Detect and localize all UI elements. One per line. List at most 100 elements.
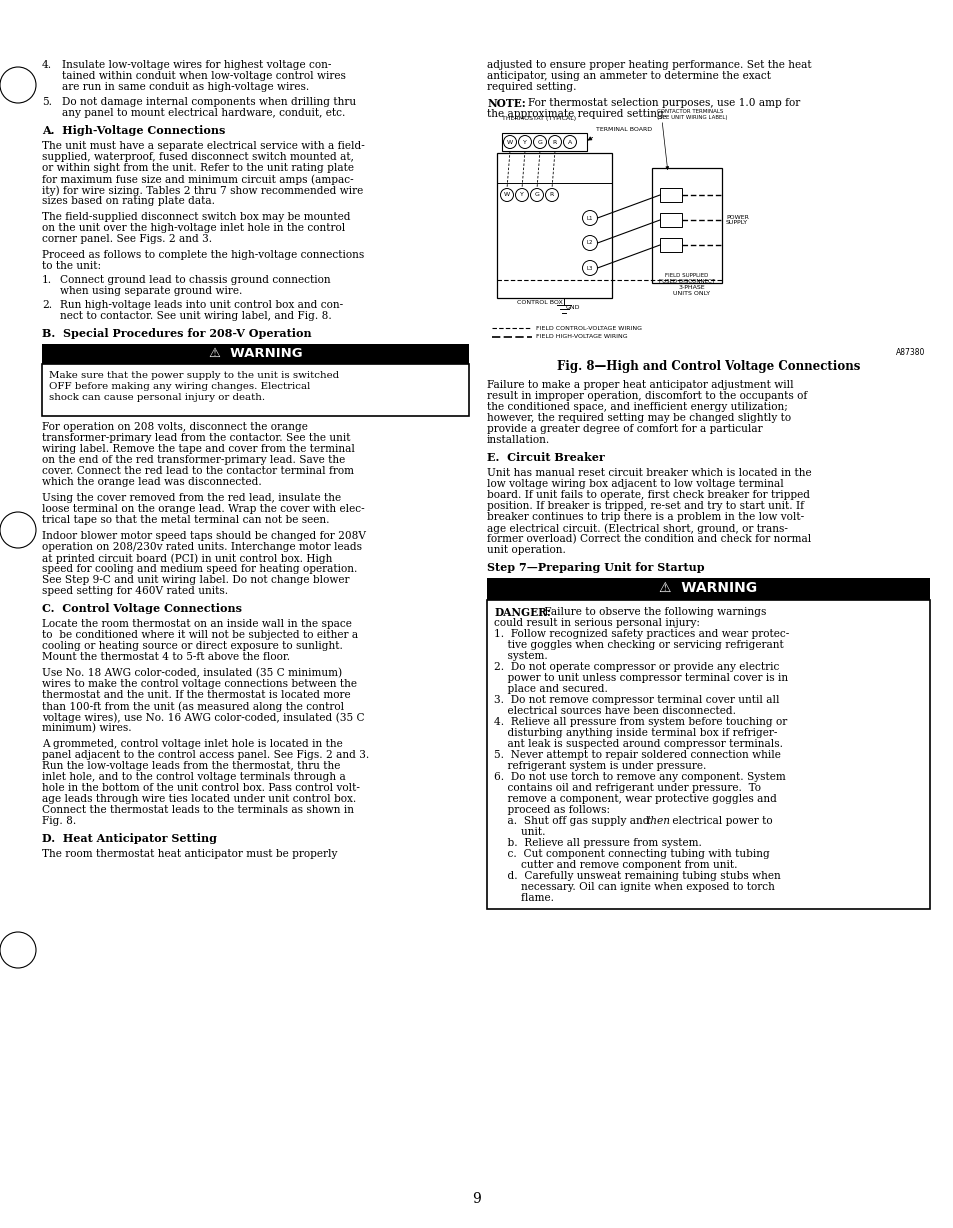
Text: Run the low-voltage leads from the thermostat, thru the: Run the low-voltage leads from the therm…: [42, 761, 340, 771]
Text: G: G: [534, 193, 538, 198]
Circle shape: [503, 135, 516, 149]
Text: however, the required setting may be changed slightly to: however, the required setting may be cha…: [486, 413, 790, 422]
Text: hole in the bottom of the unit control box. Pass control volt-: hole in the bottom of the unit control b…: [42, 783, 359, 793]
Text: are run in same conduit as high-voltage wires.: are run in same conduit as high-voltage …: [62, 82, 309, 92]
Text: proceed as follows:: proceed as follows:: [494, 806, 610, 815]
Text: power to unit unless compressor terminal cover is in: power to unit unless compressor terminal…: [494, 673, 787, 683]
Text: E.  Circuit Breaker: E. Circuit Breaker: [486, 452, 604, 463]
Bar: [659, 238, 681, 252]
Circle shape: [548, 135, 561, 149]
Text: Y: Y: [522, 140, 526, 145]
Circle shape: [530, 189, 543, 201]
Text: L3: L3: [586, 265, 593, 270]
Text: trical tape so that the metal terminal can not be seen.: trical tape so that the metal terminal c…: [42, 515, 329, 526]
Text: 5.  Never attempt to repair soldered connection while: 5. Never attempt to repair soldered conn…: [494, 750, 781, 760]
Text: For operation on 208 volts, disconnect the orange: For operation on 208 volts, disconnect t…: [42, 422, 308, 432]
Text: b.  Relieve all pressure from system.: b. Relieve all pressure from system.: [494, 837, 701, 849]
Bar: [659, 212, 681, 227]
Circle shape: [582, 210, 597, 226]
Text: D.  Heat Anticipator Setting: D. Heat Anticipator Setting: [42, 833, 216, 844]
Text: panel adjacent to the control access panel. See Figs. 2 and 3.: panel adjacent to the control access pan…: [42, 750, 369, 760]
Bar: [42, 363, 469, 416]
Text: age leads through wire ties located under unit control box.: age leads through wire ties located unde…: [42, 795, 355, 804]
Text: C.  Control Voltage Connections: C. Control Voltage Connections: [42, 603, 242, 614]
Circle shape: [563, 135, 576, 149]
Text: 2.  Do not operate compressor or provide any electric: 2. Do not operate compressor or provide …: [494, 662, 779, 672]
Text: FIELD CONTROL-VOLTAGE WIRING: FIELD CONTROL-VOLTAGE WIRING: [536, 325, 641, 330]
Text: tained within conduit when low-voltage control wires: tained within conduit when low-voltage c…: [62, 71, 346, 81]
Text: minimum) wires.: minimum) wires.: [42, 723, 132, 733]
Text: age electrical circuit. (Electrical short, ground, or trans-: age electrical circuit. (Electrical shor…: [486, 523, 787, 533]
Text: ⚠  WARNING: ⚠ WARNING: [209, 348, 302, 360]
Text: GND: GND: [565, 305, 579, 309]
Text: refrigerant system is under pressure.: refrigerant system is under pressure.: [494, 761, 705, 771]
Text: 5.: 5.: [42, 97, 52, 107]
Text: inlet hole, and to the control voltage terminals through a: inlet hole, and to the control voltage t…: [42, 772, 345, 782]
Text: remove a component, wear protective goggles and: remove a component, wear protective gogg…: [494, 795, 776, 804]
Text: CONTROL BOX: CONTROL BOX: [517, 300, 561, 305]
Text: could result in serious personal injury:: could result in serious personal injury:: [494, 618, 700, 628]
Text: 3.  Do not remove compressor terminal cover until all: 3. Do not remove compressor terminal cov…: [494, 695, 779, 705]
Text: place and secured.: place and secured.: [494, 684, 607, 694]
Text: DANGER:: DANGER:: [494, 607, 550, 618]
Text: Use No. 18 AWG color-coded, insulated (35 C minimum): Use No. 18 AWG color-coded, insulated (3…: [42, 668, 342, 678]
Text: shock can cause personal injury or death.: shock can cause personal injury or death…: [49, 393, 265, 402]
Text: the conditioned space, and inefficient energy utilization;: the conditioned space, and inefficient e…: [486, 402, 787, 413]
Text: electrical power to: electrical power to: [668, 815, 772, 826]
Text: result in improper operation, discomfort to the occupants of: result in improper operation, discomfort…: [486, 391, 806, 402]
Text: to  be conditioned where it will not be subjected to either a: to be conditioned where it will not be s…: [42, 630, 357, 640]
Text: 3-PHASE
UNITS ONLY: 3-PHASE UNITS ONLY: [673, 285, 710, 296]
Text: W: W: [503, 193, 510, 198]
Text: For thermostat selection purposes, use 1.0 amp for: For thermostat selection purposes, use 1…: [527, 98, 800, 108]
Text: position. If breaker is tripped, re-set and try to start unit. If: position. If breaker is tripped, re-set …: [486, 501, 803, 511]
Circle shape: [582, 260, 597, 275]
Text: Connect the thermostat leads to the terminals as shown in: Connect the thermostat leads to the term…: [42, 806, 354, 815]
Text: unit.: unit.: [494, 826, 545, 837]
Text: breaker continues to trip there is a problem in the low volt-: breaker continues to trip there is a pro…: [486, 512, 803, 522]
Circle shape: [500, 189, 513, 201]
Text: unit operation.: unit operation.: [486, 545, 565, 555]
Bar: [659, 188, 681, 201]
Text: Insulate low-voltage wires for highest voltage con-: Insulate low-voltage wires for highest v…: [62, 60, 331, 70]
Text: necessary. Oil can ignite when exposed to torch: necessary. Oil can ignite when exposed t…: [494, 882, 774, 892]
Text: the approximate required setting.: the approximate required setting.: [486, 109, 666, 119]
Text: then: then: [645, 815, 669, 826]
Text: when using separate ground wire.: when using separate ground wire.: [60, 286, 242, 296]
Text: Mount the thermostat 4 to 5-ft above the floor.: Mount the thermostat 4 to 5-ft above the…: [42, 652, 290, 662]
Text: system.: system.: [494, 651, 547, 661]
Text: anticipator, using an ammeter to determine the exact: anticipator, using an ammeter to determi…: [486, 71, 770, 81]
Text: for maximum fuse size and minimum circuit amps (ampac-: for maximum fuse size and minimum circui…: [42, 174, 354, 184]
Text: required setting.: required setting.: [486, 82, 576, 92]
Text: 6.  Do not use torch to remove any component. System: 6. Do not use torch to remove any compon…: [494, 772, 785, 782]
Text: Connect ground lead to chassis ground connection: Connect ground lead to chassis ground co…: [60, 275, 331, 285]
Text: See Step 9-C and unit wiring label. Do not change blower: See Step 9-C and unit wiring label. Do n…: [42, 575, 349, 585]
Text: 4.  Relieve all pressure from system before touching or: 4. Relieve all pressure from system befo…: [494, 717, 786, 727]
Text: c.  Cut component connecting tubing with tubing: c. Cut component connecting tubing with …: [494, 849, 769, 860]
Text: on the unit over the high-voltage inlet hole in the control: on the unit over the high-voltage inlet …: [42, 223, 345, 233]
Text: tive goggles when checking or servicing refrigerant: tive goggles when checking or servicing …: [494, 640, 783, 650]
Text: ant leak is suspected around compressor terminals.: ant leak is suspected around compressor …: [494, 739, 782, 749]
Text: nect to contactor. See unit wiring label, and Fig. 8.: nect to contactor. See unit wiring label…: [60, 311, 332, 321]
Text: corner panel. See Figs. 2 and 3.: corner panel. See Figs. 2 and 3.: [42, 235, 212, 244]
Text: wires to make the control voltage connections between the: wires to make the control voltage connec…: [42, 679, 356, 689]
Text: transformer-primary lead from the contactor. See the unit: transformer-primary lead from the contac…: [42, 433, 350, 443]
Text: A.  High-Voltage Connections: A. High-Voltage Connections: [42, 125, 225, 136]
Bar: [486, 600, 929, 909]
Text: or within sight from the unit. Refer to the unit rating plate: or within sight from the unit. Refer to …: [42, 163, 354, 173]
Text: 4.: 4.: [42, 60, 52, 70]
Text: Using the cover removed from the red lead, insulate the: Using the cover removed from the red lea…: [42, 492, 341, 503]
Text: thermostat and the unit. If the thermostat is located more: thermostat and the unit. If the thermost…: [42, 690, 351, 700]
Text: The field-supplied disconnect switch box may be mounted: The field-supplied disconnect switch box…: [42, 212, 350, 222]
Text: The room thermostat heat anticipator must be properly: The room thermostat heat anticipator mus…: [42, 849, 337, 860]
Text: 1.  Follow recognized safety practices and wear protec-: 1. Follow recognized safety practices an…: [494, 629, 788, 639]
Text: Fig. 8—High and Control Voltage Connections: Fig. 8—High and Control Voltage Connecti…: [557, 360, 860, 373]
Text: ⚠  WARNING: ⚠ WARNING: [659, 581, 757, 596]
Circle shape: [582, 236, 597, 251]
Text: voltage wires), use No. 16 AWG color-coded, insulated (35 C: voltage wires), use No. 16 AWG color-cod…: [42, 712, 364, 722]
Text: Do not damage internal components when drilling thru: Do not damage internal components when d…: [62, 97, 355, 107]
Text: R: R: [549, 193, 554, 198]
Text: R: R: [553, 140, 557, 145]
Bar: [651, 168, 721, 282]
Text: Failure to make a proper heat anticipator adjustment will: Failure to make a proper heat anticipato…: [486, 379, 793, 391]
Text: ity) for wire sizing. Tables 2 thru 7 show recommended wire: ity) for wire sizing. Tables 2 thru 7 sh…: [42, 185, 363, 195]
